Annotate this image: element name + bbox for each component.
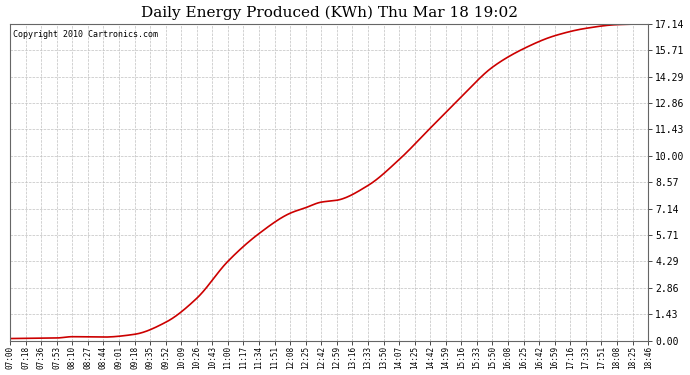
Text: Copyright 2010 Cartronics.com: Copyright 2010 Cartronics.com xyxy=(13,30,158,39)
Title: Daily Energy Produced (KWh) Thu Mar 18 19:02: Daily Energy Produced (KWh) Thu Mar 18 1… xyxy=(141,6,518,20)
